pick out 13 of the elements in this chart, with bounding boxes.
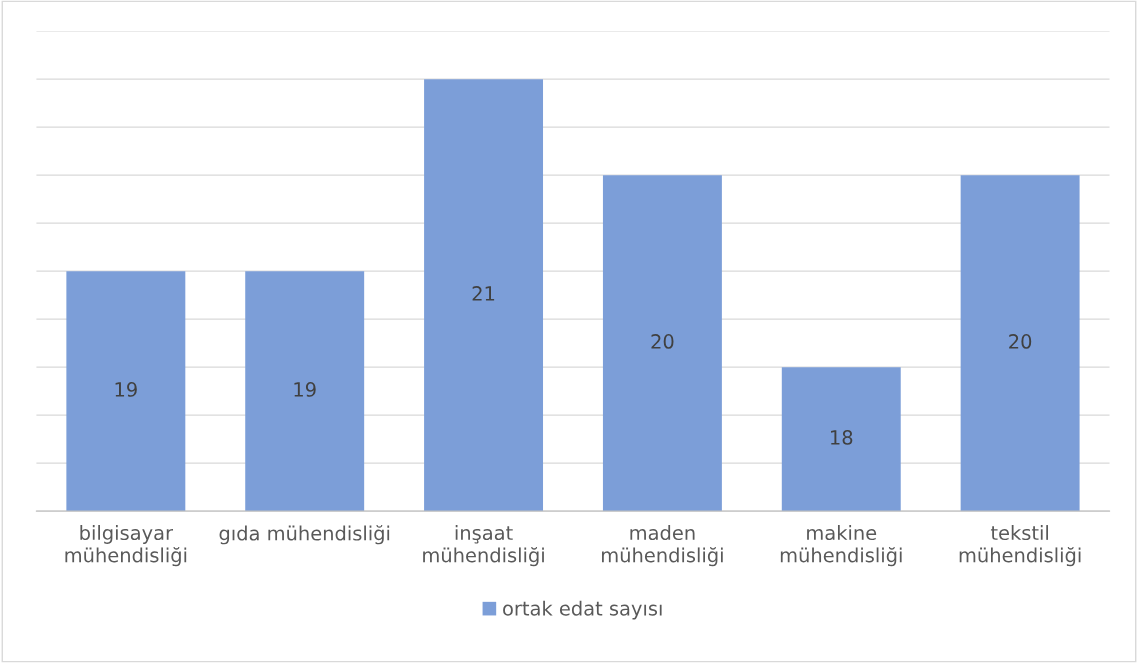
data-label: 20 [1009,334,1032,349]
data-label: 21 [472,286,495,301]
x-tick-label: bilgisayar mühendisliği [65,525,187,567]
data-label: 19 [115,382,137,397]
x-tick-label: makine mühendisliği [780,525,902,567]
data-label: 18 [831,430,853,445]
legend-label: ortak edat sayısı [503,600,662,620]
data-label: 20 [651,334,674,349]
x-tick-label: tekstil mühendisliği [959,525,1081,567]
x-tick-label: inşaat mühendisliği [423,525,544,567]
x-tick-label: maden mühendisliği [602,525,723,567]
data-label: 19 [294,382,316,397]
x-tick-label: gıda mühendisliği [219,525,390,545]
